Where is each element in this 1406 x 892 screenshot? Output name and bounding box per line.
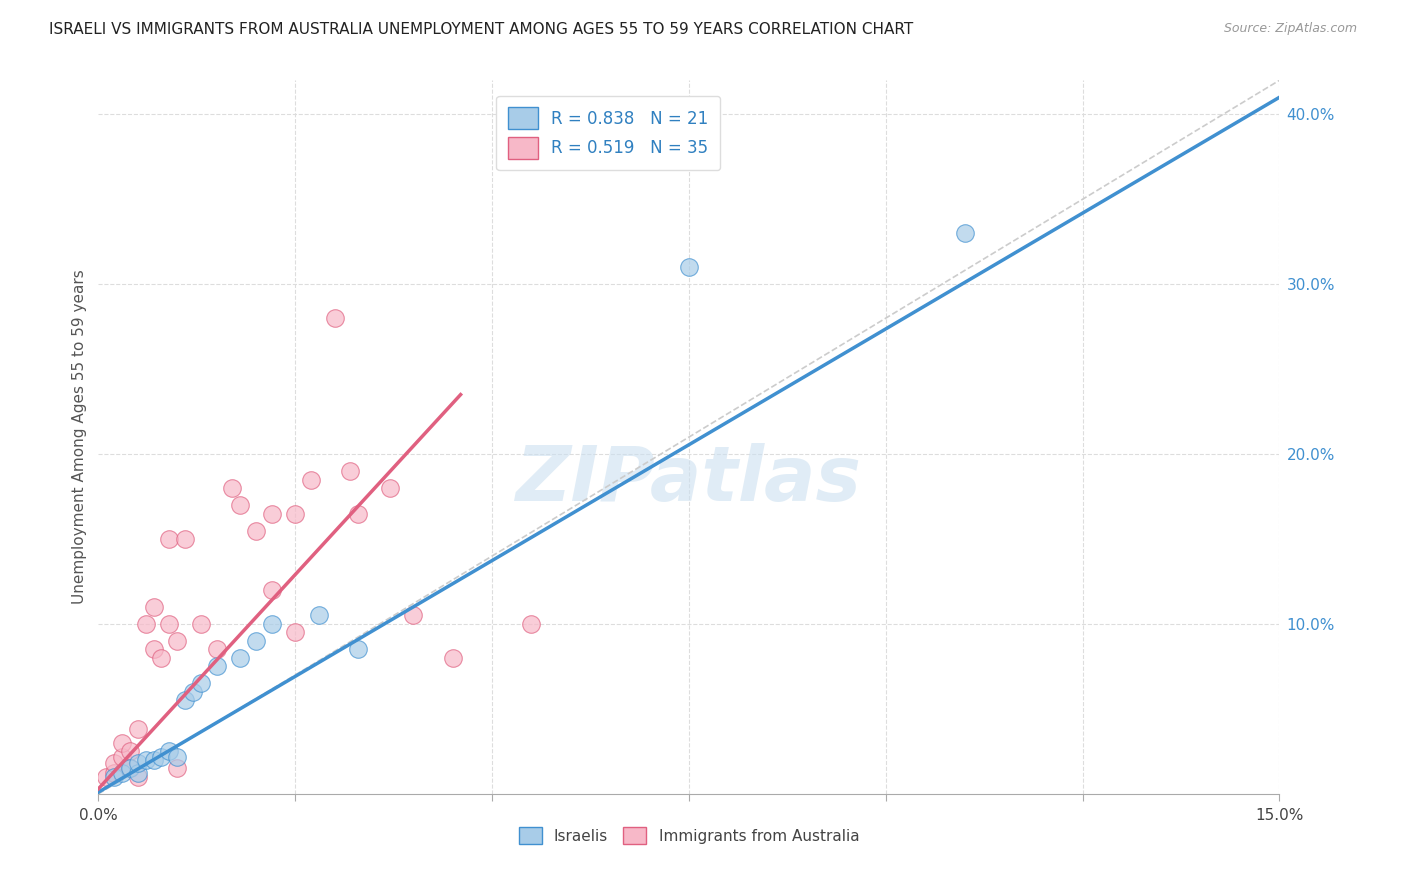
Point (127, 766, 149, 780)
Point (347, 507, 370, 521)
Point (190, 676, 212, 690)
Point (111, 766, 134, 780)
Text: ISRAELI VS IMMIGRANTS FROM AUSTRALIA UNEMPLOYMENT AMONG AGES 55 TO 59 YEARS CORR: ISRAELI VS IMMIGRANTS FROM AUSTRALIA UNE… (49, 22, 914, 37)
Point (135, 753, 157, 767)
Point (308, 608, 330, 623)
Point (402, 608, 425, 623)
Point (150, 651, 173, 665)
Point (174, 532, 197, 546)
Point (150, 749, 173, 764)
Point (118, 761, 141, 775)
Point (347, 642, 370, 657)
Point (299, 473, 322, 487)
Text: ZIPatlas: ZIPatlas (516, 443, 862, 516)
Text: Source: ZipAtlas.com: Source: ZipAtlas.com (1223, 22, 1357, 36)
Point (118, 744, 141, 758)
Point (166, 634, 188, 648)
Point (142, 642, 165, 657)
Point (205, 659, 228, 673)
Point (245, 634, 267, 648)
Point (103, 756, 125, 771)
Point (142, 753, 165, 767)
Point (103, 770, 125, 784)
Point (111, 749, 134, 764)
Point (127, 756, 149, 771)
Point (205, 642, 228, 657)
Point (284, 507, 307, 521)
Point (181, 685, 204, 699)
Point (157, 744, 180, 758)
Point (323, 311, 346, 326)
Point (229, 651, 252, 665)
Y-axis label: Unemployment Among Ages 55 to 59 years: Unemployment Among Ages 55 to 59 years (72, 269, 87, 605)
Point (166, 761, 188, 775)
Point (678, 260, 700, 275)
Point (441, 651, 464, 665)
Point (229, 498, 252, 512)
Point (157, 532, 180, 546)
Point (127, 770, 149, 784)
Point (135, 617, 157, 632)
Point (339, 464, 361, 478)
Point (378, 481, 401, 495)
Point (260, 617, 283, 632)
Point (142, 599, 165, 614)
Point (96, 770, 118, 784)
Point (520, 617, 543, 632)
Point (111, 736, 134, 750)
Point (260, 582, 283, 597)
Point (260, 507, 283, 521)
Point (118, 761, 141, 775)
Point (245, 524, 267, 538)
Point (284, 625, 307, 640)
Point (190, 617, 212, 632)
Point (221, 481, 243, 495)
Point (127, 723, 149, 737)
Point (103, 766, 125, 780)
Point (953, 226, 976, 240)
Point (157, 617, 180, 632)
Point (166, 749, 188, 764)
Legend: Israelis, Immigrants from Australia: Israelis, Immigrants from Australia (513, 821, 865, 850)
Point (174, 693, 197, 707)
